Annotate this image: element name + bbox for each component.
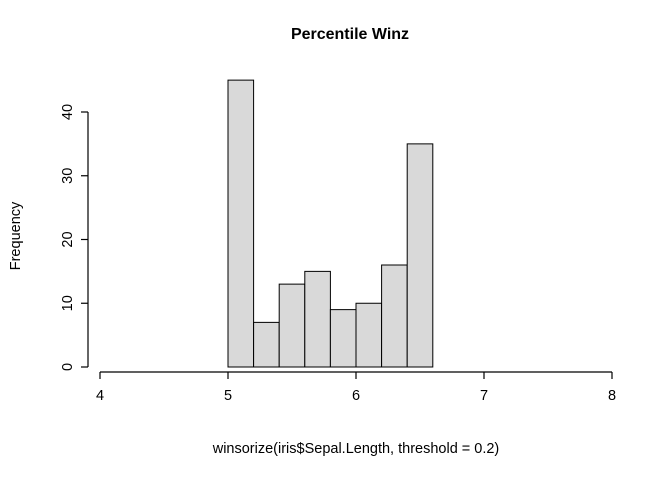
histogram-bar bbox=[406, 143, 434, 368]
histogram-bar bbox=[355, 302, 383, 368]
x-tick-label: 8 bbox=[608, 388, 616, 404]
chart-title: Percentile Winz bbox=[290, 26, 410, 43]
y-tick-label: 30 bbox=[60, 168, 76, 184]
histogram-bar bbox=[278, 283, 306, 368]
x-tick-label: 7 bbox=[480, 388, 488, 404]
x-axis-label: winsorize(iris$Sepal.Length, threshold =… bbox=[212, 441, 500, 457]
y-tick-label: 10 bbox=[60, 295, 76, 311]
histogram-bar bbox=[227, 79, 255, 368]
histogram-bar bbox=[381, 264, 408, 368]
histogram-bar bbox=[329, 309, 357, 368]
y-tick-label: 0 bbox=[60, 363, 76, 371]
histogram-bar bbox=[253, 321, 280, 368]
x-tick-label: 4 bbox=[96, 388, 104, 404]
y-tick-label: 40 bbox=[60, 104, 76, 120]
y-tick-label: 20 bbox=[60, 231, 76, 247]
x-tick-label: 5 bbox=[224, 388, 232, 404]
histogram-bar bbox=[304, 270, 331, 368]
x-tick-label: 6 bbox=[352, 388, 360, 404]
